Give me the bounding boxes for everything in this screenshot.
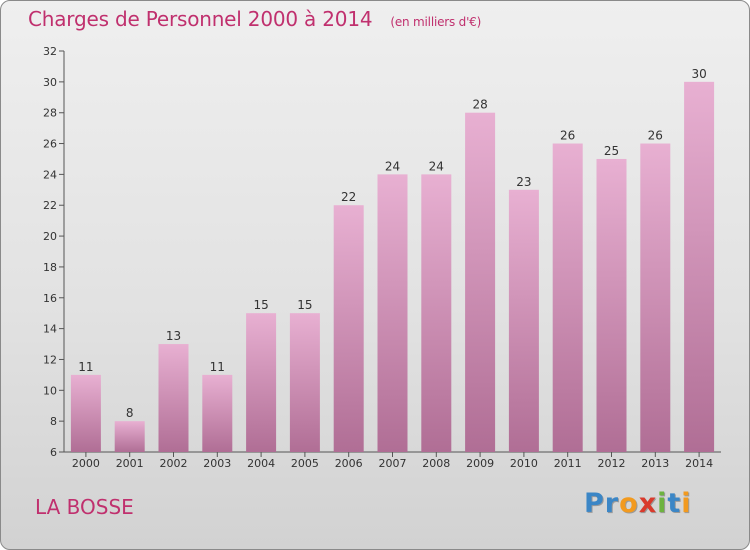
bar bbox=[70, 374, 101, 452]
x-tick-label: 2010 bbox=[510, 457, 538, 470]
x-tick-label: 2014 bbox=[685, 457, 713, 470]
data-labels: 11 8 13 11 15 15 22 24 24 28 23 26 25 26 30 bbox=[78, 67, 706, 420]
logo-letter: t bbox=[667, 488, 682, 519]
y-tick-label: 16 bbox=[43, 292, 57, 305]
x-tick-label: 2002 bbox=[160, 457, 188, 470]
x-tick-label: 2000 bbox=[72, 457, 100, 470]
place-name: LA BOSSE bbox=[35, 495, 134, 519]
bar bbox=[552, 143, 583, 453]
y-tick-label: 22 bbox=[43, 199, 57, 212]
y-tick-label: 12 bbox=[43, 353, 57, 366]
chart-title-text: Charges de Personnel 2000 à 2014 bbox=[28, 7, 373, 31]
y-tick-label: 8 bbox=[50, 415, 57, 428]
data-label: 24 bbox=[429, 159, 444, 173]
logo-letter: i bbox=[681, 488, 692, 519]
data-label: 30 bbox=[691, 67, 706, 81]
data-label: 28 bbox=[472, 98, 487, 112]
data-label: 15 bbox=[297, 298, 312, 312]
chart-unit: (en milliers d'€) bbox=[390, 15, 482, 29]
data-label: 25 bbox=[604, 144, 619, 158]
bar bbox=[684, 81, 715, 452]
y-tick-label: 28 bbox=[43, 107, 57, 120]
bar bbox=[421, 174, 452, 452]
x-tick-label: 2007 bbox=[379, 457, 407, 470]
bar bbox=[202, 374, 233, 452]
chart-title: Charges de Personnel 2000 à 2014 (en mill… bbox=[28, 7, 481, 31]
logo-letter: r bbox=[604, 488, 620, 519]
x-tick-label: 2013 bbox=[641, 457, 669, 470]
bar bbox=[114, 421, 145, 452]
logo-letter: P bbox=[584, 488, 605, 519]
data-label: 26 bbox=[560, 129, 575, 143]
y-tick-label: 18 bbox=[43, 261, 57, 274]
bar bbox=[508, 189, 539, 453]
y-tick-label: 6 bbox=[50, 446, 57, 459]
logo-letter: x bbox=[638, 488, 658, 519]
data-label: 24 bbox=[385, 159, 400, 173]
bar bbox=[377, 174, 408, 452]
x-tick-label: 2005 bbox=[291, 457, 319, 470]
data-label: 22 bbox=[341, 190, 356, 204]
data-label: 23 bbox=[516, 175, 531, 189]
x-tick-label: 2009 bbox=[466, 457, 494, 470]
bar bbox=[289, 313, 320, 452]
data-label: 8 bbox=[126, 406, 134, 420]
x-tick-label: 2012 bbox=[598, 457, 626, 470]
data-label: 15 bbox=[253, 298, 268, 312]
y-tick-label: 10 bbox=[43, 384, 57, 397]
bar bbox=[640, 143, 671, 453]
proxiti-logo: Proxiti bbox=[584, 488, 692, 519]
x-tick-label: 2011 bbox=[554, 457, 582, 470]
y-tick-label: 14 bbox=[43, 323, 57, 336]
y-tick-label: 20 bbox=[43, 230, 57, 243]
bar bbox=[246, 313, 277, 452]
logo-letter: i bbox=[657, 488, 668, 519]
bar bbox=[596, 158, 627, 452]
x-tick-label: 2006 bbox=[335, 457, 363, 470]
data-label: 11 bbox=[210, 360, 225, 374]
data-label: 26 bbox=[648, 129, 663, 143]
x-tick-label: 2008 bbox=[422, 457, 450, 470]
y-tick-label: 30 bbox=[43, 76, 57, 89]
y-tick-label: 26 bbox=[43, 138, 57, 151]
bars bbox=[70, 81, 715, 453]
y-tick-label: 24 bbox=[43, 168, 57, 181]
bar bbox=[158, 344, 189, 452]
bar bbox=[465, 112, 496, 452]
x-tick-label: 2003 bbox=[203, 457, 231, 470]
x-tick-label: 2001 bbox=[116, 457, 144, 470]
y-tick-label: 32 bbox=[43, 45, 57, 58]
data-label: 11 bbox=[78, 360, 93, 374]
bar bbox=[333, 205, 364, 452]
logo-letter: o bbox=[619, 488, 639, 519]
x-tick-label: 2004 bbox=[247, 457, 275, 470]
data-label: 13 bbox=[166, 329, 181, 343]
axes: 6 8 10 12 14 16 18 20 22 24 26 28 30 32 2000 2001 2002 20… bbox=[43, 45, 721, 470]
